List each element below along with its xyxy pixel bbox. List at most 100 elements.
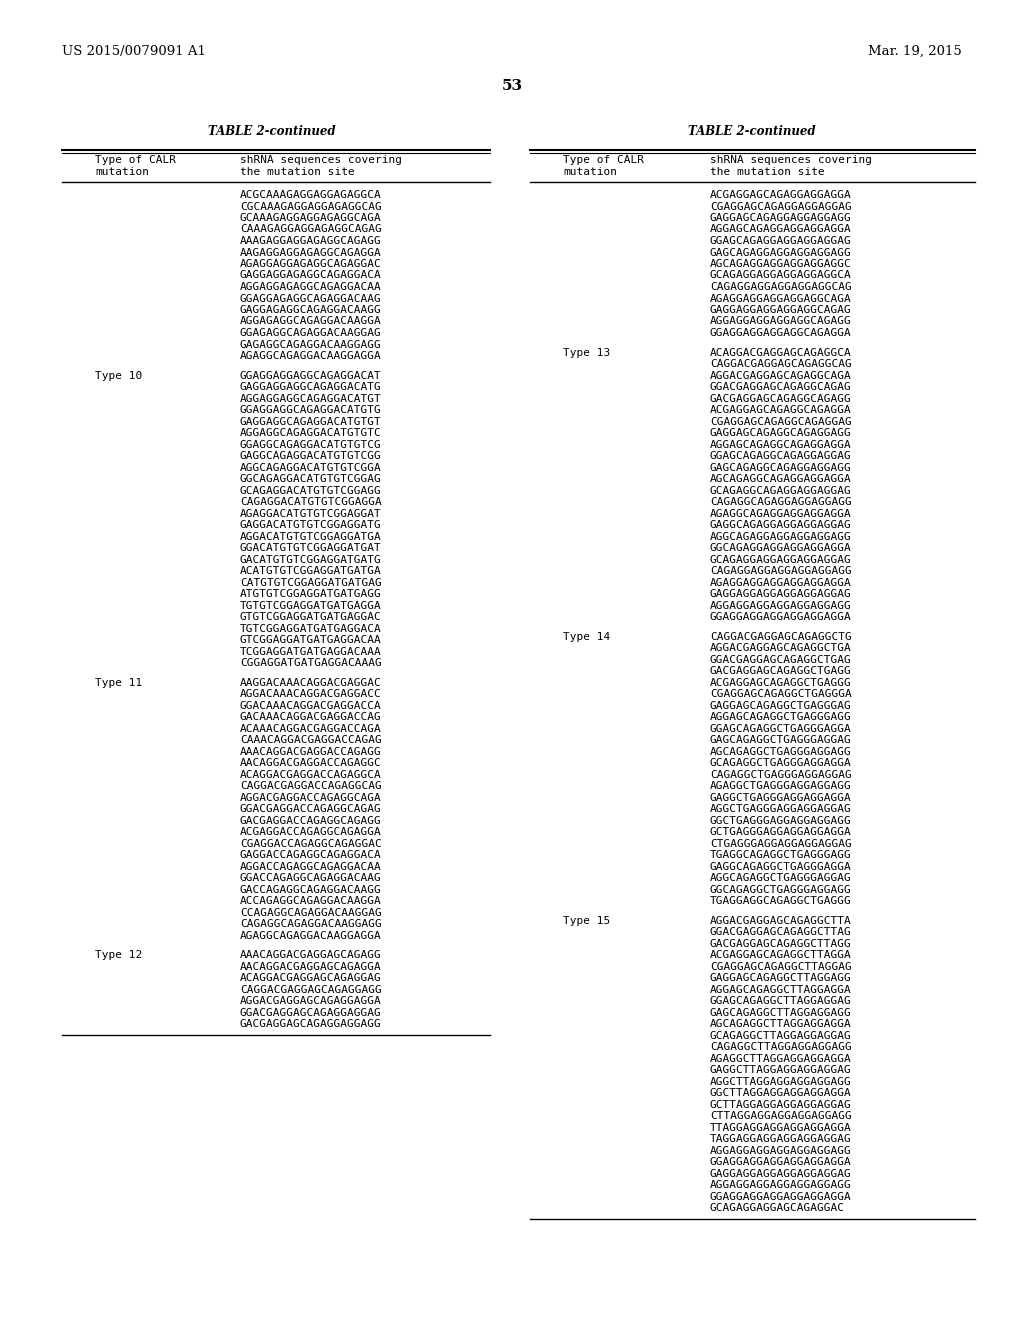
- Text: CGAGGAGCAGAGGCTTAGGAG: CGAGGAGCAGAGGCTTAGGAG: [710, 962, 852, 972]
- Text: AGGAGGAGGAGGAGGAGGAGG: AGGAGGAGGAGGAGGAGGAGG: [710, 1180, 852, 1191]
- Text: CAGAGGCTTAGGAGGAGGAGG: CAGAGGCTTAGGAGGAGGAGG: [710, 1043, 852, 1052]
- Text: AGGACGAGGAGCAGAGGCTTA: AGGACGAGGAGCAGAGGCTTA: [710, 916, 852, 925]
- Text: GGACGAGGAGCAGAGGAGGAG: GGACGAGGAGCAGAGGAGGAG: [240, 1007, 382, 1018]
- Text: GAGGCAGAGGAGGAGGAGGAG: GAGGCAGAGGAGGAGGAGGAG: [710, 520, 852, 531]
- Text: AGGACCAGAGGCAGAGGACAA: AGGACCAGAGGCAGAGGACAA: [240, 862, 382, 871]
- Text: AGAGGCTTAGGAGGAGGAGGA: AGAGGCTTAGGAGGAGGAGGA: [710, 1053, 852, 1064]
- Text: ACGAGGAGCAGAGGCAGAGGA: ACGAGGAGCAGAGGCAGAGGA: [710, 405, 852, 414]
- Text: AGGCAGAGGCTGAGGGAGGAG: AGGCAGAGGCTGAGGGAGGAG: [710, 873, 852, 883]
- Text: GAGCAGAGGCTGAGGGAGGAG: GAGCAGAGGCTGAGGGAGGAG: [710, 735, 852, 744]
- Text: TGAGGCAGAGGCTGAGGGAGG: TGAGGCAGAGGCTGAGGGAGG: [710, 850, 852, 861]
- Text: the mutation site: the mutation site: [710, 168, 824, 177]
- Text: 53: 53: [502, 79, 522, 92]
- Text: GAGAGGCAGAGGACAAGGAGG: GAGAGGCAGAGGACAAGGAGG: [240, 339, 382, 350]
- Text: shRNA sequences covering: shRNA sequences covering: [710, 154, 872, 165]
- Text: GGAGGAGGAGGAGGAGGAGGA: GGAGGAGGAGGAGGAGGAGGA: [710, 1158, 852, 1167]
- Text: CTGAGGGAGGAGGAGGAGGAG: CTGAGGGAGGAGGAGGAGGAG: [710, 838, 852, 849]
- Text: ACAAACAGGACGAGGACCAGA: ACAAACAGGACGAGGACCAGA: [240, 723, 382, 734]
- Text: AAACAGGACGAGGAGCAGAGG: AAACAGGACGAGGAGCAGAGG: [240, 950, 382, 960]
- Text: GAGCAGAGGCTTAGGAGGAGG: GAGCAGAGGCTTAGGAGGAGG: [710, 1007, 852, 1018]
- Text: ACCAGAGGCAGAGGACAAGGA: ACCAGAGGCAGAGGACAAGGA: [240, 896, 382, 906]
- Text: AGAGGAGGAGGAGGAGGAGGA: AGAGGAGGAGGAGGAGGAGGA: [710, 578, 852, 587]
- Text: GGCAGAGGCTGAGGGAGGAGG: GGCAGAGGCTGAGGGAGGAGG: [710, 884, 852, 895]
- Text: GAGGAGGCAGAGGACATGTGT: GAGGAGGCAGAGGACATGTGT: [240, 417, 382, 426]
- Text: GTGTCGGAGGATGATGAGGAC: GTGTCGGAGGATGATGAGGAC: [240, 612, 382, 622]
- Text: TABLE 2-continued: TABLE 2-continued: [208, 125, 336, 139]
- Text: GGAGCAGAGGAGGAGGAGGAG: GGAGCAGAGGAGGAGGAGGAG: [710, 236, 852, 246]
- Text: CAGAGGAGGAGGAGGAGGAGG: CAGAGGAGGAGGAGGAGGAGG: [710, 566, 852, 576]
- Text: GGACAAACAGGACGAGGACCA: GGACAAACAGGACGAGGACCA: [240, 701, 382, 710]
- Text: CAGAGGAGGAGGAGGAGGCAG: CAGAGGAGGAGGAGGAGGCAG: [710, 282, 852, 292]
- Text: mutation: mutation: [95, 168, 150, 177]
- Text: AGGACGAGGAGCAGAGGAGGA: AGGACGAGGAGCAGAGGAGGA: [240, 997, 382, 1006]
- Text: GGAGGAGGAGGAGGAGGAGGA: GGAGGAGGAGGAGGAGGAGGA: [710, 612, 852, 622]
- Text: AGGAGGCAGAGGACATGTGTC: AGGAGGCAGAGGACATGTGTC: [240, 428, 382, 438]
- Text: TTAGGAGGAGGAGGAGGAGGA: TTAGGAGGAGGAGGAGGAGGA: [710, 1122, 852, 1133]
- Text: GACGAGGAGCAGAGGCTTAGG: GACGAGGAGCAGAGGCTTAGG: [710, 939, 852, 949]
- Text: AGAGGAGGAGAGGCAGAGGAC: AGAGGAGGAGAGGCAGAGGAC: [240, 259, 382, 269]
- Text: GGAGCAGAGGCTTAGGAGGAG: GGAGCAGAGGCTTAGGAGGAG: [710, 997, 852, 1006]
- Text: AGGAGGAGGAGGAGGAGGAGG: AGGAGGAGGAGGAGGAGGAGG: [710, 1146, 852, 1155]
- Text: Type 15: Type 15: [563, 916, 610, 925]
- Text: ACATGTGTCGGAGGATGATGA: ACATGTGTCGGAGGATGATGA: [240, 566, 382, 576]
- Text: GACCAGAGGCAGAGGACAAGG: GACCAGAGGCAGAGGACAAGG: [240, 884, 382, 895]
- Text: GCAGAGGACATGTGTCGGAGG: GCAGAGGACATGTGTCGGAGG: [240, 486, 382, 495]
- Text: GGAGGAGAGGCAGAGGACAAG: GGAGGAGAGGCAGAGGACAAG: [240, 293, 382, 304]
- Text: AACAGGACGAGGAGCAGAGGA: AACAGGACGAGGAGCAGAGGA: [240, 962, 382, 972]
- Text: AGGCAGAGGACATGTGTCGGA: AGGCAGAGGACATGTGTCGGA: [240, 462, 382, 473]
- Text: AAAGAGGAGGAGAGGCAGAGG: AAAGAGGAGGAGAGGCAGAGG: [240, 236, 382, 246]
- Text: GCAGAGGAGGAGCAGAGGAC: GCAGAGGAGGAGCAGAGGAC: [710, 1203, 845, 1213]
- Text: mutation: mutation: [563, 168, 617, 177]
- Text: CAGGACGAGGAGCAGAGGCTG: CAGGACGAGGAGCAGAGGCTG: [710, 631, 852, 642]
- Text: CGAGGAGCAGAGGCTGAGGGA: CGAGGAGCAGAGGCTGAGGGA: [710, 689, 852, 700]
- Text: GCAGAGGCTGAGGGAGGAGGA: GCAGAGGCTGAGGGAGGAGGA: [710, 758, 852, 768]
- Text: Type 14: Type 14: [563, 631, 610, 642]
- Text: AGGCTTAGGAGGAGGAGGAGG: AGGCTTAGGAGGAGGAGGAGG: [710, 1077, 852, 1086]
- Text: ACAGGACGAGGAGCAGAGGAG: ACAGGACGAGGAGCAGAGGAG: [240, 973, 382, 983]
- Text: AGGACAAACAGGACGAGGACC: AGGACAAACAGGACGAGGACC: [240, 689, 382, 700]
- Text: GGACGAGGACCAGAGGCAGAG: GGACGAGGACCAGAGGCAGAG: [240, 804, 382, 814]
- Text: GAGGAGGAGGCAGAGGACATG: GAGGAGGAGGCAGAGGACATG: [240, 381, 382, 392]
- Text: AGGAGGAGGAGGAGGAGGAGG: AGGAGGAGGAGGAGGAGGAGG: [710, 601, 852, 611]
- Text: AGAGGCTGAGGGAGGAGGAGG: AGAGGCTGAGGGAGGAGGAGG: [710, 781, 852, 791]
- Text: GAGGAGGAGGAGGAGGAGGAG: GAGGAGGAGGAGGAGGAGGAG: [710, 589, 852, 599]
- Text: AGCAGAGGCTTAGGAGGAGGA: AGCAGAGGCTTAGGAGGAGGA: [710, 1019, 852, 1030]
- Text: GCAGAGGAGGAGGAGGAGGAG: GCAGAGGAGGAGGAGGAGGAG: [710, 554, 852, 565]
- Text: AGCAGAGGCTGAGGGAGGAGG: AGCAGAGGCTGAGGGAGGAGG: [710, 747, 852, 756]
- Text: CAAAGAGGAGGAGAGGCAGAG: CAAAGAGGAGGAGAGGCAGAG: [240, 224, 382, 235]
- Text: GGAGGAGGAGGAGGCAGAGGA: GGAGGAGGAGGAGGCAGAGGA: [710, 327, 852, 338]
- Text: ACAGGACGAGGAGCAGAGGCA: ACAGGACGAGGAGCAGAGGCA: [710, 347, 852, 358]
- Text: CGAGGACCAGAGGCAGAGGAC: CGAGGACCAGAGGCAGAGGAC: [240, 838, 382, 849]
- Text: GAGGCTGAGGGAGGAGGAGGA: GAGGCTGAGGGAGGAGGAGGA: [710, 792, 852, 803]
- Text: Type of CALR: Type of CALR: [95, 154, 176, 165]
- Text: GAGGACATGTGTCGGAGGATG: GAGGACATGTGTCGGAGGATG: [240, 520, 382, 531]
- Text: TGTGTCGGAGGATGATGAGGA: TGTGTCGGAGGATGATGAGGA: [240, 601, 382, 611]
- Text: GAGCAGAGGAGGAGGAGGAGG: GAGCAGAGGAGGAGGAGGAGG: [710, 248, 852, 257]
- Text: CAGGACGAGGAGCAGAGGAGG: CAGGACGAGGAGCAGAGGAGG: [240, 985, 382, 995]
- Text: GACGAGGAGCAGAGGCTGAGG: GACGAGGAGCAGAGGCTGAGG: [710, 667, 852, 676]
- Text: GGACGAGGAGCAGAGGCTTAG: GGACGAGGAGCAGAGGCTTAG: [710, 927, 852, 937]
- Text: AGGAGCAGAGGCTGAGGGAGG: AGGAGCAGAGGCTGAGGGAGG: [710, 711, 852, 722]
- Text: GGCTTAGGAGGAGGAGGAGGA: GGCTTAGGAGGAGGAGGAGGA: [710, 1088, 852, 1098]
- Text: GAGGAGCAGAGGAGGAGGAGG: GAGGAGCAGAGGAGGAGGAGG: [710, 213, 852, 223]
- Text: AGAGGAGGAGGAGGAGGCAGA: AGAGGAGGAGGAGGAGGCAGA: [710, 293, 852, 304]
- Text: GAGCAGAGGCAGAGGAGGAGG: GAGCAGAGGCAGAGGAGGAGG: [710, 462, 852, 473]
- Text: AACAGGACGAGGACCAGAGGC: AACAGGACGAGGACCAGAGGC: [240, 758, 382, 768]
- Text: AGGAGCAGAGGCAGAGGAGGA: AGGAGCAGAGGCAGAGGAGGA: [710, 440, 852, 450]
- Text: GGAGGAGGAGGAGGAGGAGGA: GGAGGAGGAGGAGGAGGAGGA: [710, 1192, 852, 1201]
- Text: AGGACATGTGTCGGAGGATGA: AGGACATGTGTCGGAGGATGA: [240, 532, 382, 541]
- Text: GGAGAGGCAGAGGACAAGGAG: GGAGAGGCAGAGGACAAGGAG: [240, 327, 382, 338]
- Text: GAGGAGGAGGAGGAGGCAGAG: GAGGAGGAGGAGGAGGCAGAG: [710, 305, 852, 315]
- Text: ACGAGGAGCAGAGGAGGAGGA: ACGAGGAGCAGAGGAGGAGGA: [710, 190, 852, 201]
- Text: AAACAGGACGAGGACCAGAGG: AAACAGGACGAGGACCAGAGG: [240, 747, 382, 756]
- Text: GGCAGAGGACATGTGTCGGAG: GGCAGAGGACATGTGTCGGAG: [240, 474, 382, 484]
- Text: US 2015/0079091 A1: US 2015/0079091 A1: [62, 45, 206, 58]
- Text: Mar. 19, 2015: Mar. 19, 2015: [868, 45, 962, 58]
- Text: CAGAGGCTGAGGGAGGAGGAG: CAGAGGCTGAGGGAGGAGGAG: [710, 770, 852, 780]
- Text: GAGGAGGAGGAGGAGGAGGAG: GAGGAGGAGGAGGAGGAGGAG: [710, 1168, 852, 1179]
- Text: GACATGTGTCGGAGGATGATG: GACATGTGTCGGAGGATGATG: [240, 554, 382, 565]
- Text: GGAGGAGGCAGAGGACATGTG: GGAGGAGGCAGAGGACATGTG: [240, 405, 382, 414]
- Text: AAGAGGAGGAGAGGCAGAGGA: AAGAGGAGGAGAGGCAGAGGA: [240, 248, 382, 257]
- Text: GGAGCAGAGGCAGAGGAGGAG: GGAGCAGAGGCAGAGGAGGAG: [710, 451, 852, 461]
- Text: GGACGAGGAGCAGAGGCTGAG: GGACGAGGAGCAGAGGCTGAG: [710, 655, 852, 664]
